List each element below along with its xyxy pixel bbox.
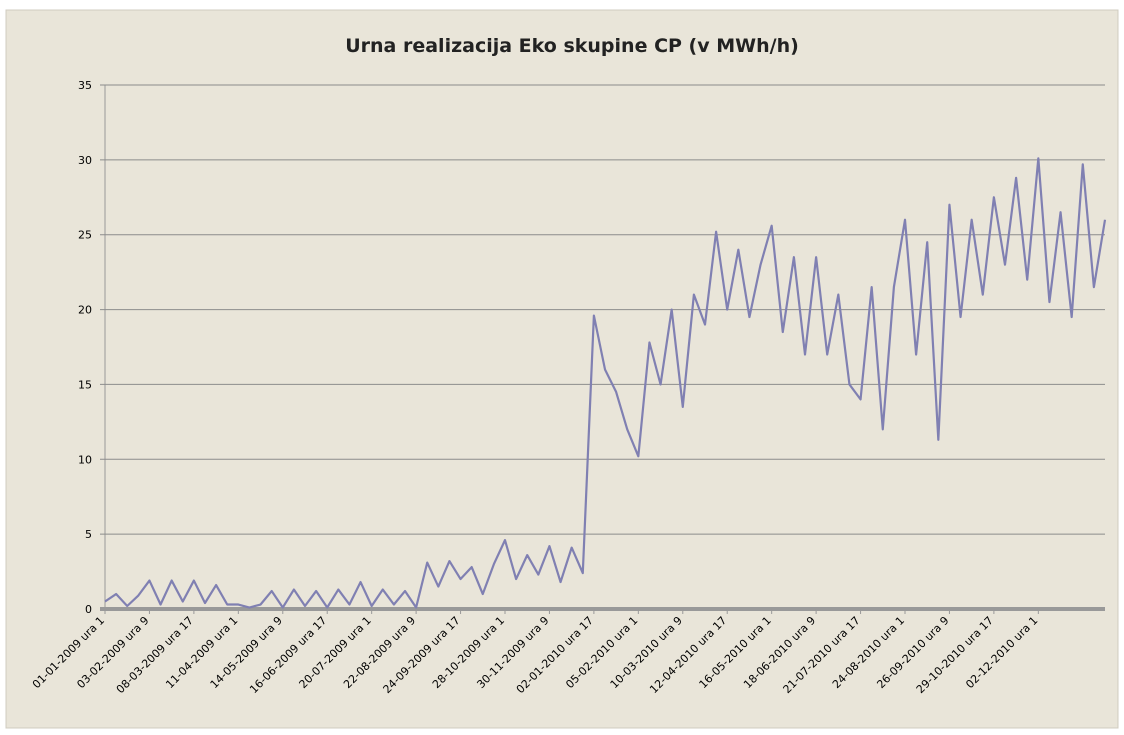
chart-title: Urna realizacija Eko skupine CP (v MWh/h…: [345, 35, 799, 57]
y-tick-label: 20: [78, 304, 92, 317]
y-tick-label: 30: [78, 154, 92, 167]
data-line: [104, 157, 1107, 609]
y-tick-label: 10: [78, 453, 92, 466]
chart-background: [5, 9, 1119, 729]
y-tick-label: 25: [78, 229, 92, 242]
y-tick-label: 0: [85, 603, 92, 616]
y-tick-label: 5: [85, 528, 92, 541]
y-tick-label: 15: [78, 378, 92, 391]
y-tick-label: 35: [78, 79, 92, 92]
